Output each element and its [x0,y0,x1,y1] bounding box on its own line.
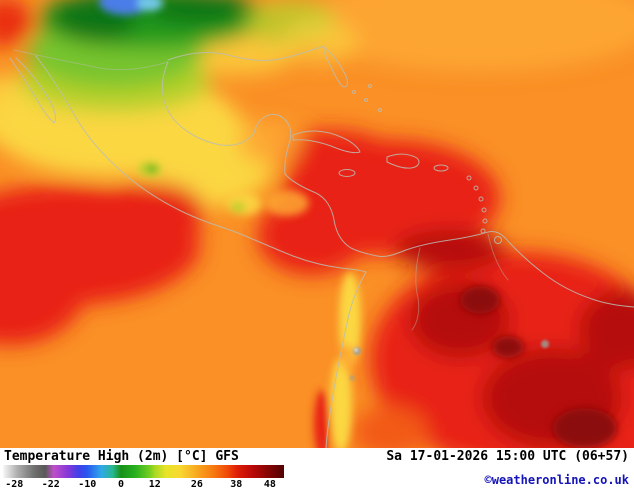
temp-zone-east-yellow [282,20,358,64]
coastline-cuba [292,130,361,154]
temp-zone-maroon-c [492,336,524,358]
border-colombia-venezuela [411,247,421,331]
map-area [0,0,634,448]
coastline-baja [9,57,56,124]
island-bahamas-3 [378,108,382,112]
footer: Temperature High (2m) [°C] GFS Sa 17-01-… [0,448,634,490]
island-antilles-6 [480,228,486,234]
coastline-mexico-gulf [161,61,255,146]
temp-zone-andes-yellow-north [339,272,361,368]
temp-zone-guatemala-yellow [227,193,261,215]
legend-tick-26: 26 [190,479,203,490]
temperature-map [0,0,634,448]
temp-zone-southamerica-orangered [352,406,428,448]
coastline-yucatan-centralamerica [253,114,378,257]
temp-zone-maroon-a [460,286,500,314]
coastline-gulf-north [167,45,325,61]
island-bahamas-1 [352,90,356,94]
temp-zone-interior-darkred-c [579,290,634,370]
temp-zone-coastal-red-streak [314,390,330,448]
island-antilles-5 [482,218,488,224]
map-title: Temperature High (2m) [°C] GFS [4,449,239,464]
temp-zone-pacific-red-coast [95,182,205,242]
coastline-puertorico [433,164,449,172]
island-trinidad [494,236,502,244]
border-venezuela-guyana [487,233,509,281]
timestamp: Sa 17-01-2026 15:00 UTC (06+57) [386,449,629,464]
colorbar [3,465,284,478]
temp-zone-venezuela-darkred [395,230,505,270]
island-antilles-4 [481,207,487,213]
island-bahamas-4 [368,84,372,88]
temp-zone-gulfcoast-yellow [175,35,295,75]
temp-zone-andes-orange-gap [341,344,355,372]
temp-zone-top-cyan [137,0,163,11]
border-us-mexico [13,49,169,71]
island-antilles-2 [473,185,479,191]
legend-tick--22: -22 [41,479,60,490]
coastline-pacific-north [35,55,367,273]
temp-zone-yucatan-lightorange [238,120,302,164]
island-bahamas-2 [364,98,368,102]
temp-zone-pacific-red-sw [0,235,85,345]
temp-zone-topleft-red [0,0,33,46]
coastline-hispaniola [386,153,420,169]
temp-zone-guatemala-green [231,202,245,212]
coastline-florida [323,46,348,88]
temp-zone-north-darkgreen-east [145,0,255,24]
temp-zone-mexico-highland-green-core [148,166,156,172]
legend-ticks: -28 -22 -10 0 12 26 38 48 [3,478,284,490]
temp-zone-topright-light-orange [305,0,634,72]
peak-gray-c [349,375,355,381]
legend-tick-0: 0 [118,479,125,490]
peak-gray-b [541,340,549,348]
legend: -28 -22 -10 0 12 26 38 48 [3,465,284,490]
legend-tick-12: 12 [148,479,161,490]
island-antilles-1 [466,175,472,181]
temp-zones-detail [99,0,617,448]
copyright: ©weatheronline.co.uk [484,473,630,487]
coastline-jamaica [338,169,356,177]
temp-zone-maroon-b [553,408,617,448]
legend-tick-38: 38 [230,479,243,490]
mountain-peaks [349,340,549,381]
legend-tick-48: 48 [263,479,276,490]
coastline-southamerica-north [376,231,634,308]
coastline-pacific-south [325,271,367,448]
peak-white [354,348,358,352]
temp-zone-honduras-lightorange [265,190,309,216]
coastlines [9,45,634,448]
legend-tick--28: -28 [5,479,24,490]
legend-tick--10: -10 [78,479,97,490]
island-antilles-3 [478,196,484,202]
